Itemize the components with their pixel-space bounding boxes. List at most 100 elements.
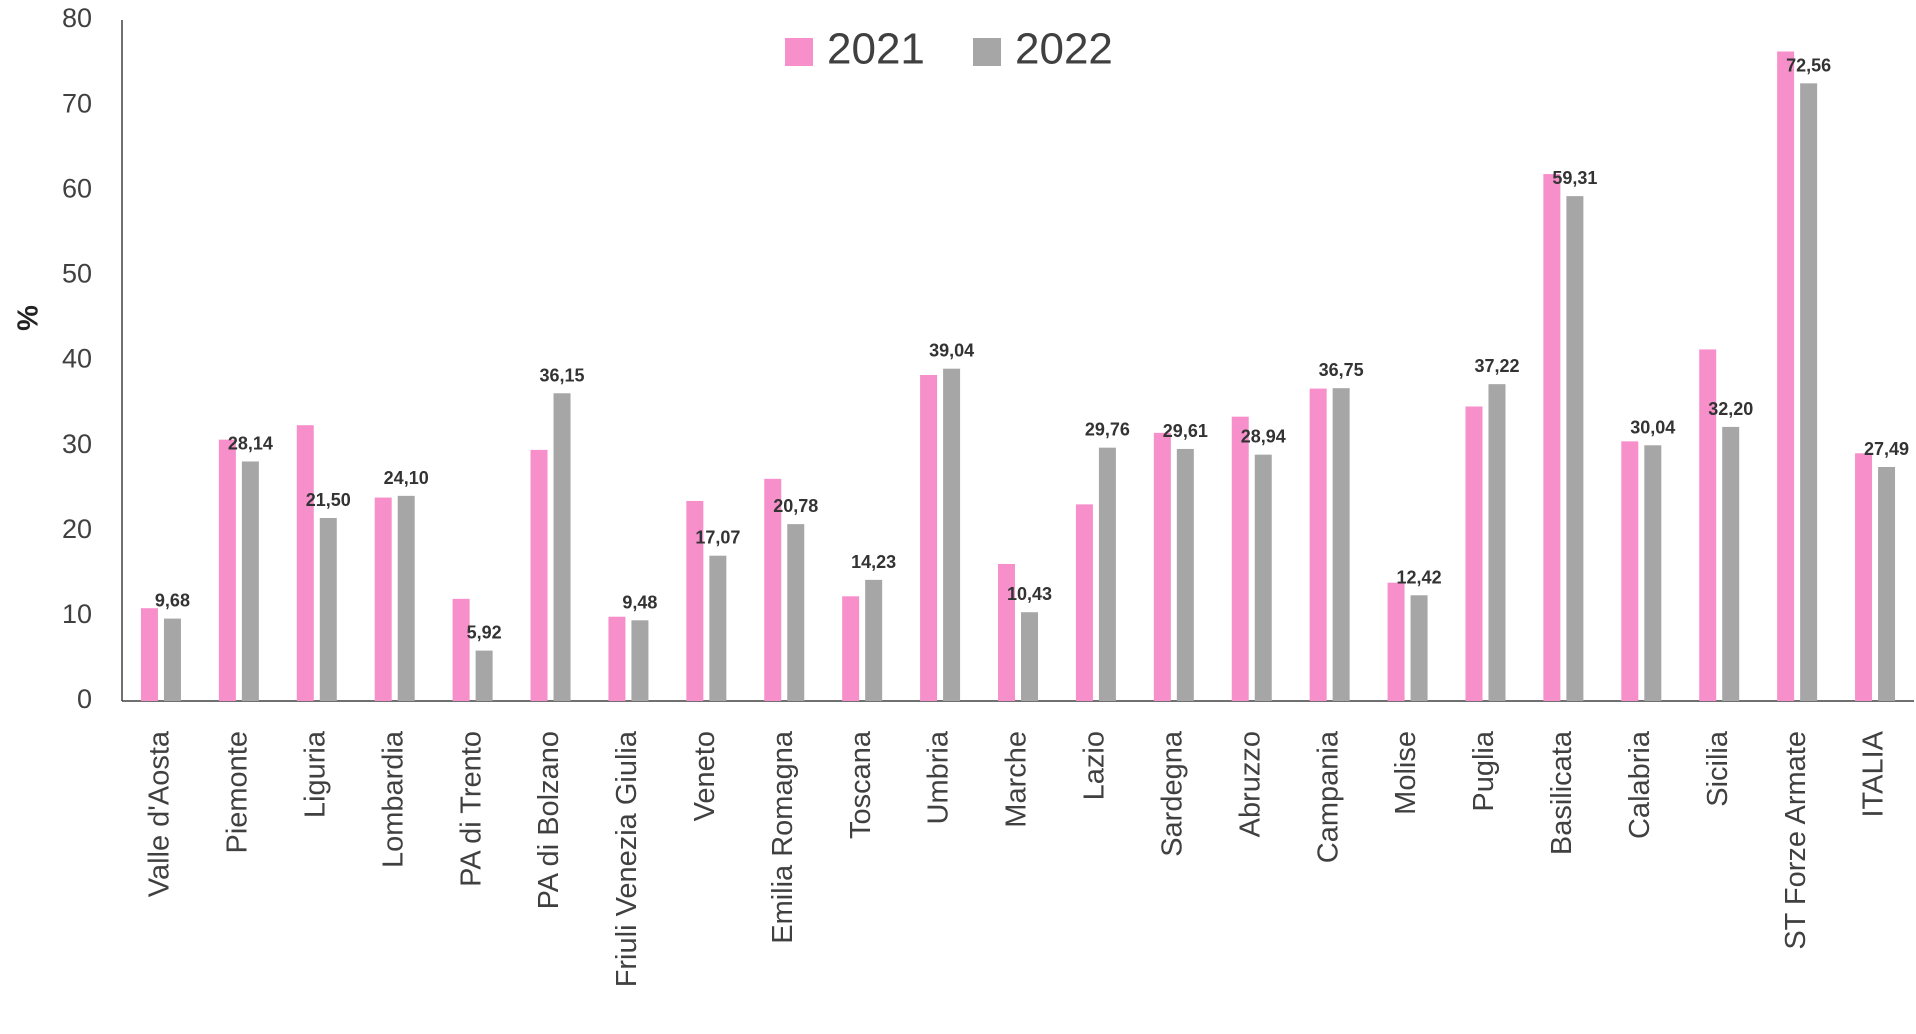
y-tick-label: 40 (62, 344, 92, 374)
data-label: 72,56 (1786, 55, 1831, 75)
y-tick-label: 50 (62, 259, 92, 289)
x-tick-label: Umbria (923, 730, 955, 824)
bar (296, 425, 314, 701)
bar (787, 524, 805, 701)
x-tick-label: Lazio (1079, 731, 1111, 800)
bar (608, 616, 626, 701)
y-tick-label: 80 (62, 3, 92, 33)
x-tick-label: PA di Trento (455, 731, 487, 887)
bar (1153, 432, 1171, 701)
bar (1855, 453, 1873, 701)
y-tick-label: 70 (62, 88, 92, 118)
bar (475, 650, 493, 701)
bar (686, 500, 704, 701)
data-label: 32,20 (1708, 399, 1753, 419)
y-tick-label: 20 (62, 514, 92, 544)
bar (1878, 466, 1896, 701)
bar (374, 497, 392, 701)
bar (1387, 582, 1405, 701)
x-tick-label: Emilia Romagna (767, 730, 799, 944)
x-tick-label: Puglia (1468, 730, 1500, 811)
x-tick-label: Valle d'Aosta (144, 730, 176, 897)
x-tick-label: Sardegna (1156, 730, 1188, 857)
data-label: 36,75 (1319, 360, 1364, 380)
data-label: 30,04 (1630, 417, 1675, 437)
bar (764, 478, 782, 701)
bar (1644, 445, 1662, 701)
bar (397, 495, 415, 701)
bar (1254, 454, 1272, 701)
data-label: 17,07 (695, 528, 740, 548)
bar (1566, 196, 1584, 701)
y-tick-label: 30 (62, 429, 92, 459)
bar (920, 374, 938, 701)
data-label: 27,49 (1864, 439, 1909, 459)
legend-swatch (973, 38, 1001, 66)
bar (1777, 51, 1795, 701)
bar (1098, 447, 1116, 701)
data-label: 21,50 (306, 490, 351, 510)
data-label: 14,23 (851, 552, 896, 572)
x-tick-label: Basilicata (1546, 730, 1578, 855)
x-tick-label: Veneto (689, 731, 721, 821)
x-tick-label: Lombardia (377, 730, 409, 868)
data-label: 9,68 (155, 591, 190, 611)
data-label: 37,22 (1474, 356, 1519, 376)
data-label: 12,42 (1397, 567, 1442, 587)
legend-label: 2022 (1015, 25, 1113, 74)
y-axis-label: % (13, 305, 45, 331)
x-tick-label: PA di Bolzano (533, 731, 565, 909)
legend-swatch (785, 38, 813, 66)
bar (1621, 441, 1639, 701)
bar (1176, 448, 1194, 701)
data-label: 20,78 (773, 496, 818, 516)
bar (842, 596, 860, 701)
bar (1465, 406, 1483, 701)
x-tick-label: ST Forze Armate (1780, 731, 1812, 950)
x-tick-label: Calabria (1624, 730, 1656, 839)
data-label: 28,94 (1241, 427, 1286, 447)
x-tick-label: Sicilia (1702, 730, 1734, 807)
x-tick-label: Campania (1312, 730, 1344, 863)
bar (553, 393, 571, 701)
bar (631, 620, 649, 701)
bar (319, 517, 337, 701)
data-label: 39,04 (929, 341, 974, 361)
data-label: 24,10 (384, 468, 429, 488)
bar (452, 598, 470, 701)
data-label: 28,14 (228, 433, 273, 453)
bar (1488, 384, 1506, 701)
bar (1699, 349, 1717, 701)
bar (1231, 416, 1249, 701)
bar (943, 368, 961, 701)
bar (1800, 83, 1818, 701)
x-tick-label: ITALIA (1858, 730, 1890, 817)
data-label: 10,43 (1007, 584, 1052, 604)
data-label: 36,15 (539, 365, 584, 385)
bar (1543, 174, 1561, 702)
x-tick-label: Molise (1390, 731, 1422, 815)
bar (1410, 595, 1428, 701)
bar (163, 618, 181, 701)
data-label: 29,61 (1163, 421, 1208, 441)
bar (241, 461, 259, 701)
data-label: 59,31 (1552, 168, 1597, 188)
bar (1309, 388, 1327, 701)
y-tick-label: 10 (62, 599, 92, 629)
bar (1332, 388, 1350, 701)
y-tick-label: 0 (77, 684, 92, 714)
x-tick-label: Piemonte (222, 731, 254, 854)
bar (1021, 612, 1038, 701)
data-label: 9,48 (622, 592, 657, 612)
data-label: 5,92 (467, 623, 502, 643)
bar (530, 449, 548, 701)
x-tick-label: Liguria (299, 730, 331, 818)
legend-label: 2021 (827, 25, 925, 74)
x-tick-label: Marche (1001, 731, 1033, 828)
x-tick-label: Toscana (845, 730, 877, 839)
x-tick-label: Friuli Venezia Giulia (611, 730, 643, 987)
bar (998, 563, 1015, 701)
bar (1722, 426, 1740, 701)
bar (709, 555, 727, 701)
